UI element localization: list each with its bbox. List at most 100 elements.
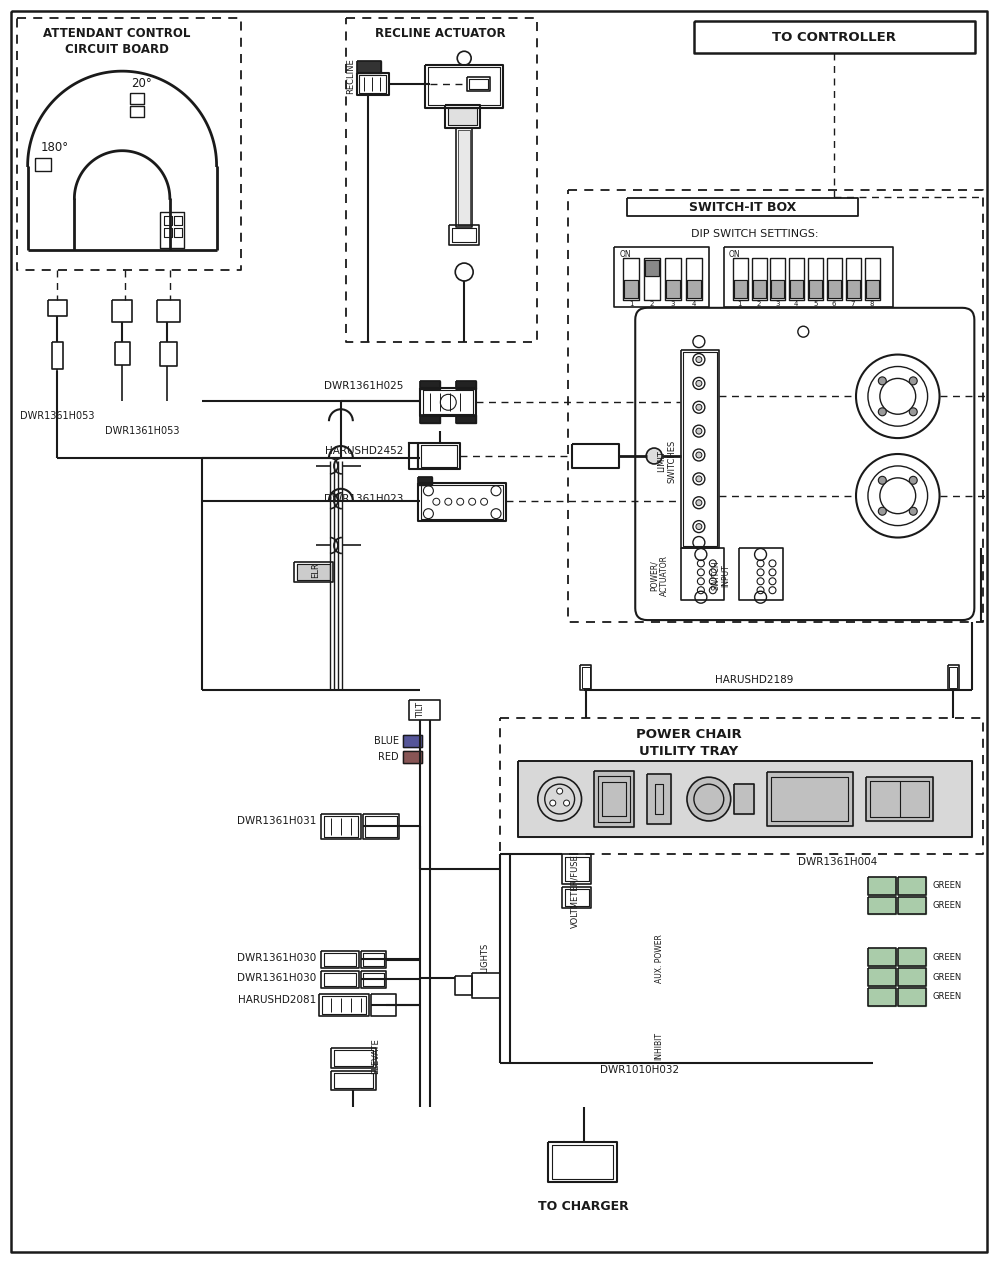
Polygon shape xyxy=(828,280,841,298)
Text: 2: 2 xyxy=(756,300,761,307)
Polygon shape xyxy=(809,280,822,298)
Polygon shape xyxy=(456,416,476,423)
Text: HARUSHD2452: HARUSHD2452 xyxy=(325,446,404,456)
Text: HARUSHD2189: HARUSHD2189 xyxy=(715,675,794,684)
Polygon shape xyxy=(752,258,767,300)
Text: 20°: 20° xyxy=(132,76,152,90)
Polygon shape xyxy=(666,280,680,298)
Polygon shape xyxy=(420,416,440,423)
Polygon shape xyxy=(624,280,638,298)
Text: RECLINE: RECLINE xyxy=(346,58,355,94)
Polygon shape xyxy=(403,735,422,748)
Text: CIRCUIT BOARD: CIRCUIT BOARD xyxy=(65,43,169,56)
Polygon shape xyxy=(898,877,926,895)
Text: DWR1361H030: DWR1361H030 xyxy=(237,953,316,963)
Text: LIMIT
SWITCHES: LIMIT SWITCHES xyxy=(657,440,677,483)
Polygon shape xyxy=(753,280,766,298)
Text: SWITCH
INPUT: SWITCH INPUT xyxy=(711,560,730,590)
Polygon shape xyxy=(868,988,896,1006)
Polygon shape xyxy=(767,772,853,826)
Polygon shape xyxy=(458,129,470,226)
Text: ON: ON xyxy=(729,250,740,258)
Text: UTILITY TRAY: UTILITY TRAY xyxy=(639,745,739,758)
Circle shape xyxy=(687,777,731,821)
Polygon shape xyxy=(734,784,754,813)
Polygon shape xyxy=(686,258,702,300)
Polygon shape xyxy=(734,280,747,298)
Text: DWR1361H053: DWR1361H053 xyxy=(20,412,95,421)
Circle shape xyxy=(909,408,917,416)
Text: TO CHARGER: TO CHARGER xyxy=(538,1200,629,1214)
Polygon shape xyxy=(518,761,972,837)
Text: 2: 2 xyxy=(650,300,654,307)
Text: GREEN: GREEN xyxy=(933,901,962,910)
Text: AUX. POWER: AUX. POWER xyxy=(655,934,664,983)
Text: ELR: ELR xyxy=(312,563,321,578)
Text: VOLTMETER/FUSE: VOLTMETER/FUSE xyxy=(570,855,579,929)
Circle shape xyxy=(878,376,886,385)
Text: DIP SWITCH SETTINGS:: DIP SWITCH SETTINGS: xyxy=(691,229,818,239)
Polygon shape xyxy=(868,948,896,967)
Text: 3: 3 xyxy=(671,300,675,307)
Text: GREEN: GREEN xyxy=(933,992,962,1001)
Text: 4: 4 xyxy=(692,300,696,307)
Text: DWR1361H004: DWR1361H004 xyxy=(798,856,878,867)
Circle shape xyxy=(696,523,702,530)
Polygon shape xyxy=(297,564,330,580)
Polygon shape xyxy=(647,774,671,824)
Polygon shape xyxy=(665,258,681,300)
Text: HARUSHD2081: HARUSHD2081 xyxy=(238,995,316,1005)
Polygon shape xyxy=(409,443,418,469)
Text: TO CONTROLLER: TO CONTROLLER xyxy=(772,30,896,44)
Text: 8: 8 xyxy=(870,300,874,307)
Polygon shape xyxy=(687,280,701,298)
Polygon shape xyxy=(865,258,880,300)
Circle shape xyxy=(564,799,570,806)
Text: GREEN: GREEN xyxy=(933,881,962,891)
Text: DWR1361H025: DWR1361H025 xyxy=(324,381,404,392)
Polygon shape xyxy=(866,280,879,298)
Text: 4: 4 xyxy=(794,300,799,307)
Text: 6: 6 xyxy=(832,300,836,307)
Polygon shape xyxy=(448,108,477,125)
Circle shape xyxy=(909,376,917,385)
Text: 3: 3 xyxy=(775,300,780,307)
Polygon shape xyxy=(770,258,785,300)
Polygon shape xyxy=(808,258,823,300)
Circle shape xyxy=(696,380,702,386)
Circle shape xyxy=(550,799,556,806)
Polygon shape xyxy=(733,258,748,300)
Text: DWR1010H032: DWR1010H032 xyxy=(600,1064,679,1074)
Polygon shape xyxy=(898,897,926,915)
Text: DWR1361H053: DWR1361H053 xyxy=(105,426,179,436)
Polygon shape xyxy=(847,280,860,298)
Text: POWER/
ACTUATOR: POWER/ ACTUATOR xyxy=(649,555,669,595)
Text: LIGHTS: LIGHTS xyxy=(481,943,490,973)
Circle shape xyxy=(909,507,917,516)
FancyBboxPatch shape xyxy=(635,308,974,620)
Circle shape xyxy=(909,476,917,484)
Text: 180°: 180° xyxy=(40,141,69,155)
Polygon shape xyxy=(623,258,639,300)
Text: RED: RED xyxy=(378,753,399,763)
Polygon shape xyxy=(868,968,896,986)
Polygon shape xyxy=(898,948,926,967)
Text: 5: 5 xyxy=(813,300,817,307)
Text: ATTENDANT CONTROL: ATTENDANT CONTROL xyxy=(43,27,191,39)
Polygon shape xyxy=(790,280,803,298)
Polygon shape xyxy=(827,258,842,300)
Polygon shape xyxy=(645,260,659,276)
Text: ELEVATE: ELEVATE xyxy=(371,1038,380,1073)
Polygon shape xyxy=(898,968,926,986)
Circle shape xyxy=(878,507,886,516)
Text: BLUE: BLUE xyxy=(374,736,399,746)
Circle shape xyxy=(646,449,662,464)
Circle shape xyxy=(557,788,563,794)
Text: POWER CHAIR: POWER CHAIR xyxy=(636,729,742,741)
Circle shape xyxy=(696,428,702,435)
Text: DWR1361H031: DWR1361H031 xyxy=(237,816,316,826)
Text: INHIBIT: INHIBIT xyxy=(655,1031,664,1059)
Text: RECLINE ACTUATOR: RECLINE ACTUATOR xyxy=(375,27,506,39)
Polygon shape xyxy=(868,877,896,895)
Text: GREEN: GREEN xyxy=(933,973,962,982)
